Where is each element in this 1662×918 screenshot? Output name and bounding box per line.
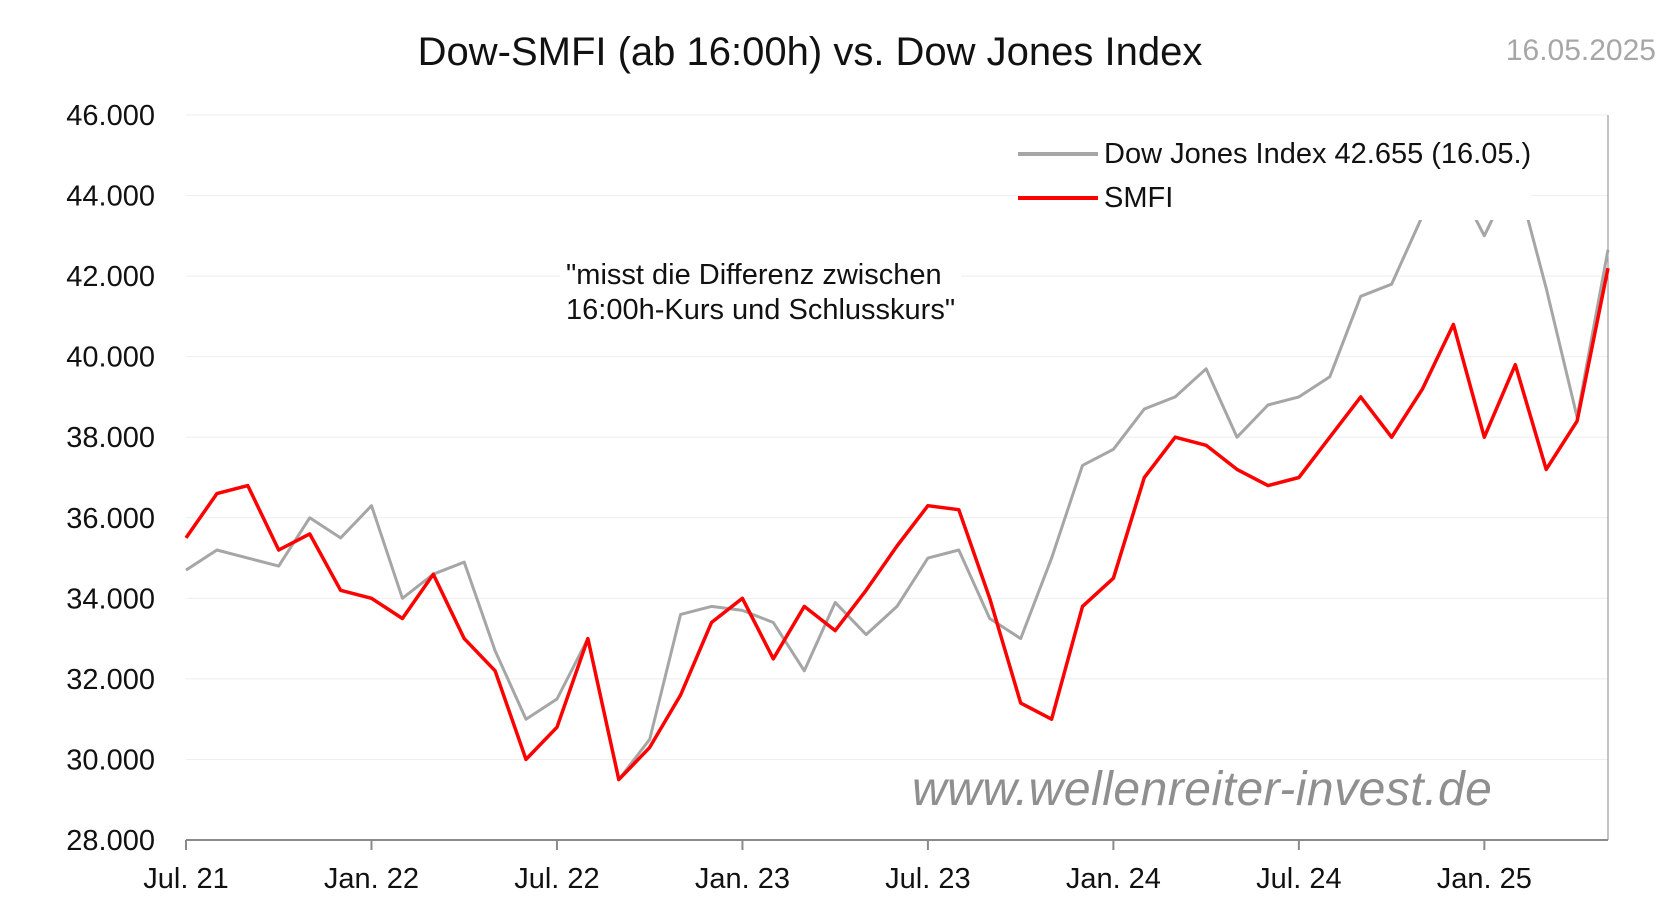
- series-line-dow: [185, 169, 1610, 782]
- x-tick-label: Jul. 22: [514, 863, 599, 895]
- x-tick-label: Jan. 25: [1437, 863, 1532, 895]
- legend-item-dow: Dow Jones Index 42.655 (16.05.): [1018, 132, 1531, 176]
- chart-title: Dow-SMFI (ab 16:00h) vs. Dow Jones Index: [417, 30, 1203, 74]
- y-tick-label: 28.000: [66, 825, 155, 857]
- x-tick-label: Jul. 24: [1256, 863, 1341, 895]
- y-tick-label: 38.000: [66, 422, 155, 454]
- x-tick-label: Jan. 22: [324, 863, 419, 895]
- legend: Dow Jones Index 42.655 (16.05.) SMFI: [1018, 132, 1532, 220]
- legend-label-dow: Dow Jones Index 42.655 (16.05.): [1104, 137, 1532, 170]
- watermark: www.wellenreiter-invest.de: [912, 763, 1493, 816]
- y-tick-label: 44.000: [66, 181, 155, 213]
- y-tick-label: 32.000: [66, 664, 155, 696]
- y-tick-label: 36.000: [66, 503, 155, 535]
- y-tick-label: 42.000: [66, 261, 155, 293]
- date-stamp: 16.05.2025: [1505, 34, 1656, 67]
- x-tick-label: Jan. 23: [695, 863, 790, 895]
- y-tick-label: 30.000: [66, 744, 155, 776]
- grid-lines: [186, 114, 1608, 760]
- y-tick-label: 34.000: [66, 583, 155, 615]
- legend-label-smfi: SMFI: [1104, 181, 1174, 214]
- legend-item-smfi: SMFI: [1018, 176, 1531, 220]
- series-group: [184, 169, 1610, 782]
- annotation-text: "misst die Differenz zwischen 16:00h-Kur…: [560, 256, 962, 331]
- x-tick-label: Jul. 23: [885, 863, 970, 895]
- axes: [186, 115, 1609, 841]
- y-tick-label: 46.000: [66, 100, 155, 132]
- x-tick-label: Jan. 24: [1066, 863, 1161, 895]
- y-tick-labels: 28.000 30.000 32.000 34.000 36.000 38.000 40.0…: [66, 100, 155, 857]
- x-tick-labels: Jul. 21 Jan. 22 Jul. 22 Jan. 23 Jul. 23 Jan. …: [143, 840, 1532, 895]
- y-tick-label: 40.000: [66, 342, 155, 374]
- legend-swatch-smfi: [1018, 196, 1098, 200]
- x-tick-label: Jul. 21: [143, 863, 228, 895]
- series-line-smfi: [184, 267, 1610, 782]
- legend-swatch-dow: [1018, 152, 1098, 156]
